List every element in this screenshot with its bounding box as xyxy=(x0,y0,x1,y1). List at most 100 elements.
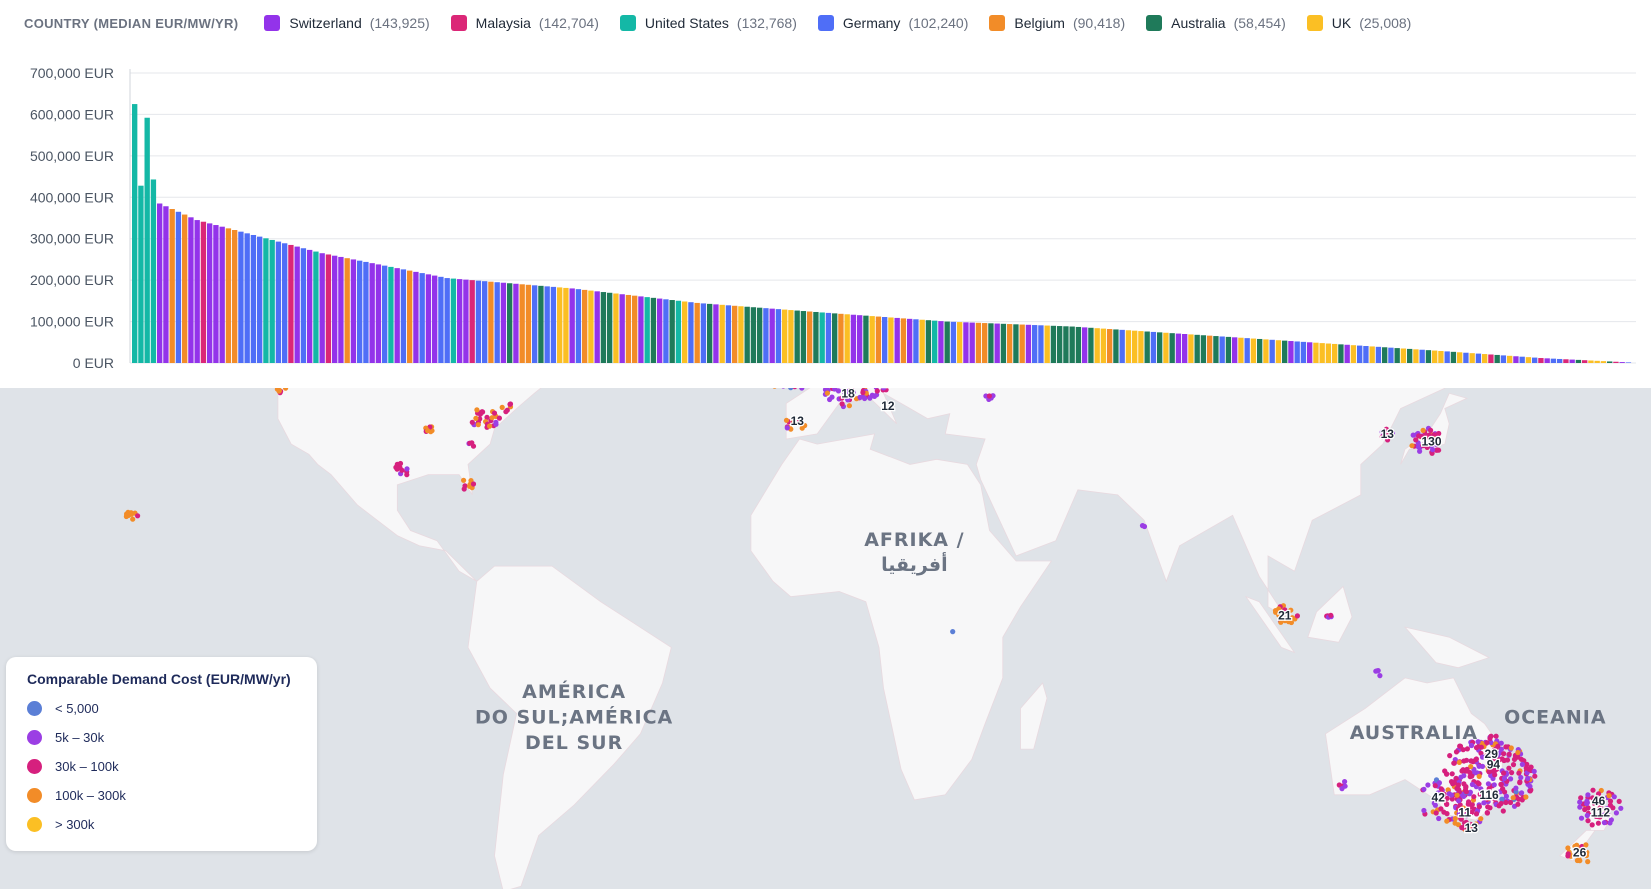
site-dot[interactable] xyxy=(470,443,477,449)
bar[interactable] xyxy=(1450,351,1457,363)
bar[interactable] xyxy=(1219,336,1225,363)
site-dot[interactable] xyxy=(1465,801,1471,807)
bar[interactable] xyxy=(325,254,332,363)
site-dot[interactable] xyxy=(846,403,853,409)
site-dot[interactable] xyxy=(397,460,404,467)
site-dot[interactable] xyxy=(1452,816,1458,822)
site-dot[interactable] xyxy=(1510,795,1516,801)
site-dot[interactable] xyxy=(404,466,410,472)
site-dot[interactable] xyxy=(822,388,827,389)
site-dot[interactable] xyxy=(824,390,831,396)
bar[interactable] xyxy=(950,321,957,363)
site-dot[interactable] xyxy=(1294,613,1300,619)
bar[interactable] xyxy=(357,260,363,363)
site-dot[interactable] xyxy=(1478,786,1484,792)
bar[interactable] xyxy=(563,287,569,363)
bar[interactable] xyxy=(1582,360,1588,363)
bar[interactable] xyxy=(557,287,563,363)
bar[interactable] xyxy=(132,104,138,363)
site-dot[interactable] xyxy=(1527,783,1533,789)
bar[interactable] xyxy=(407,270,413,363)
site-dot[interactable] xyxy=(1501,775,1508,781)
site-dot[interactable] xyxy=(1495,743,1501,749)
site-dot[interactable] xyxy=(469,419,475,425)
site-dot[interactable] xyxy=(404,472,410,478)
site-dot[interactable] xyxy=(1585,818,1591,824)
bar[interactable] xyxy=(1294,341,1300,363)
bar[interactable] xyxy=(1182,334,1188,363)
site-dot[interactable] xyxy=(1488,739,1494,746)
site-dot[interactable] xyxy=(1484,740,1490,746)
bar[interactable] xyxy=(750,307,757,363)
bar[interactable] xyxy=(1144,331,1150,363)
legend-item-united-states[interactable]: United States (132,768) xyxy=(619,15,797,31)
bar[interactable] xyxy=(1463,352,1469,363)
bar[interactable] xyxy=(769,308,775,363)
site-dot[interactable] xyxy=(1458,816,1464,822)
bar[interactable] xyxy=(1457,352,1463,363)
site-dot[interactable] xyxy=(475,422,481,428)
bar[interactable] xyxy=(775,309,782,363)
site-dot[interactable] xyxy=(1574,857,1580,864)
site-dot[interactable] xyxy=(1449,771,1455,777)
legend-item-uk[interactable]: UK (25,008) xyxy=(1306,15,1411,31)
bar[interactable] xyxy=(244,233,250,363)
bar[interactable] xyxy=(375,264,382,363)
site-dot[interactable] xyxy=(1503,793,1509,799)
site-dot[interactable] xyxy=(1585,859,1591,865)
bar[interactable] xyxy=(163,206,169,363)
bar[interactable] xyxy=(1150,331,1157,363)
bar[interactable] xyxy=(438,276,444,363)
site-dot[interactable] xyxy=(1413,437,1419,443)
bar[interactable] xyxy=(875,316,882,363)
bar[interactable] xyxy=(1125,330,1132,363)
bar[interactable] xyxy=(1419,349,1425,363)
bar[interactable] xyxy=(913,319,919,363)
bar[interactable] xyxy=(1444,351,1450,363)
site-dot[interactable] xyxy=(1478,744,1484,750)
bar[interactable] xyxy=(313,251,319,363)
bar[interactable] xyxy=(969,322,975,363)
site-dot[interactable] xyxy=(1444,818,1450,824)
site-dot[interactable] xyxy=(1487,805,1493,811)
site-dot[interactable] xyxy=(425,428,431,434)
bar[interactable] xyxy=(632,295,638,363)
site-dot[interactable] xyxy=(1431,800,1437,806)
bar[interactable] xyxy=(182,214,188,363)
bar[interactable] xyxy=(1594,360,1600,363)
site-dot[interactable] xyxy=(1476,804,1482,810)
site-dot[interactable] xyxy=(1478,790,1484,796)
bar[interactable] xyxy=(1194,334,1200,363)
site-dot[interactable] xyxy=(1385,431,1391,437)
bar[interactable] xyxy=(1388,347,1394,363)
site-dot[interactable] xyxy=(1286,619,1292,625)
site-dot[interactable] xyxy=(1491,782,1497,788)
bar[interactable] xyxy=(507,283,513,363)
site-dot[interactable] xyxy=(1565,845,1571,851)
site-dot[interactable] xyxy=(1486,769,1492,775)
site-dot[interactable] xyxy=(1523,765,1529,771)
site-dot[interactable] xyxy=(1473,811,1480,817)
bar[interactable] xyxy=(500,282,507,363)
site-dot[interactable] xyxy=(1471,794,1477,800)
bar[interactable] xyxy=(219,226,225,363)
bar[interactable] xyxy=(744,306,750,363)
site-dot[interactable] xyxy=(1492,772,1498,778)
site-dot[interactable] xyxy=(496,415,502,421)
site-dot[interactable] xyxy=(1417,448,1423,454)
bar[interactable] xyxy=(1538,358,1544,363)
site-dot[interactable] xyxy=(1506,765,1512,771)
bar[interactable] xyxy=(544,286,550,363)
bar[interactable] xyxy=(844,314,850,363)
site-dot[interactable] xyxy=(1498,746,1504,752)
bar[interactable] xyxy=(1607,361,1613,363)
site-dot[interactable] xyxy=(1503,744,1509,750)
bar[interactable] xyxy=(1207,335,1213,363)
site-dot[interactable] xyxy=(1442,768,1448,774)
bar[interactable] xyxy=(1363,346,1369,363)
bar[interactable] xyxy=(294,246,300,363)
bar[interactable] xyxy=(1332,343,1338,363)
site-dot[interactable] xyxy=(1456,798,1462,804)
bar[interactable] xyxy=(413,271,419,363)
bar[interactable] xyxy=(1050,325,1057,363)
